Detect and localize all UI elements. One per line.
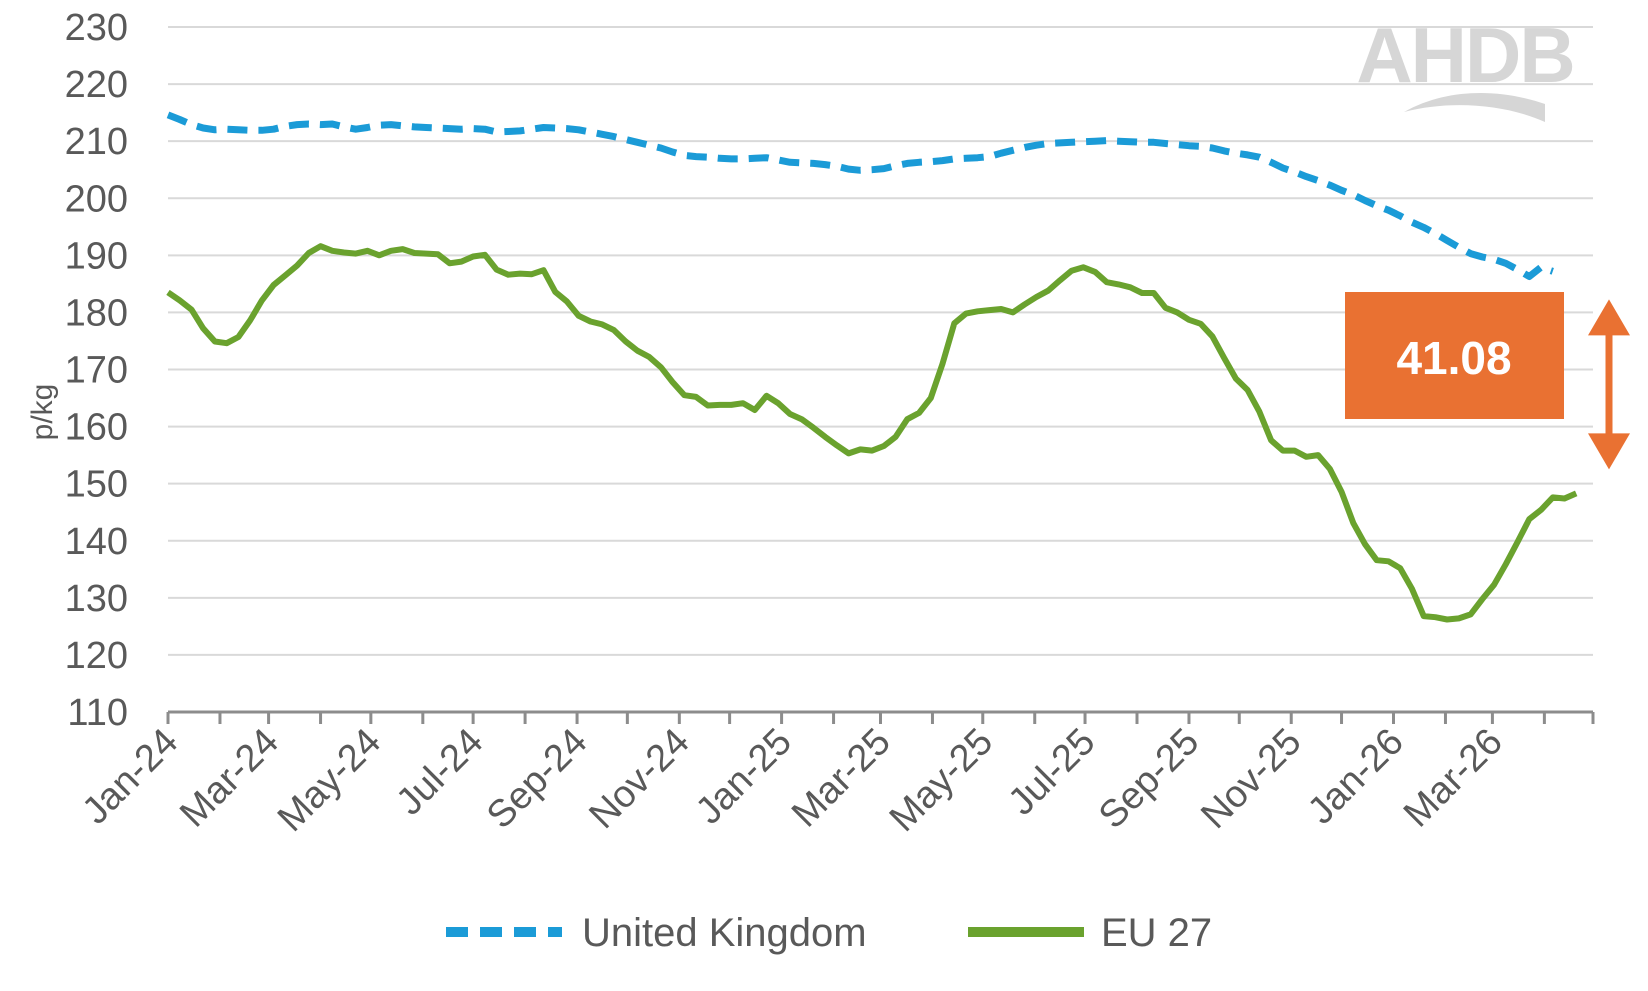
y-tick-label: 230 — [65, 7, 128, 49]
logo-swoosh — [1404, 92, 1545, 122]
x-tick-label: May-25 — [882, 721, 1001, 840]
x-tick-label: Jul-25 — [1001, 721, 1104, 824]
x-tick-label: Jan-25 — [688, 721, 800, 833]
x-tick-label: Jan-24 — [74, 721, 186, 833]
series-line-eu-27 — [166, 243, 1578, 623]
y-tick-label: 130 — [65, 578, 128, 620]
gap-annotation: 41.08 — [1345, 292, 1630, 470]
x-axis — [166, 710, 1595, 724]
x-tick-label: Nov-24 — [581, 721, 697, 837]
y-tick-label: 160 — [65, 407, 128, 449]
gap-arrow-head-down — [1588, 433, 1630, 470]
y-tick-label: 140 — [65, 521, 128, 563]
x-tick-label: Sep-25 — [1091, 721, 1207, 837]
x-tick-label: Nov-25 — [1193, 721, 1309, 837]
gap-arrow-head-up — [1588, 299, 1630, 336]
y-tick-label: 180 — [65, 292, 128, 334]
legend-label-united-kingdom: United Kingdom — [582, 911, 867, 955]
y-axis-label: p/kg — [26, 384, 59, 441]
y-tick-label: 150 — [65, 464, 128, 506]
logo-text: AHDB — [1356, 11, 1573, 99]
y-tick-label: 190 — [65, 235, 128, 277]
x-tick-label: Sep-24 — [479, 721, 595, 837]
x-tick-label: Mar-25 — [784, 721, 899, 836]
gap-value-badge — [1345, 292, 1564, 419]
y-tick-label: 220 — [65, 64, 128, 106]
legend-label-eu-27: EU 27 — [1101, 911, 1212, 955]
y-tick-label: 120 — [65, 635, 128, 677]
series-line-united-kingdom — [166, 111, 1554, 280]
legend: United Kingdom EU 27 — [446, 911, 1212, 955]
y-tick-labels: 110 120 130 140 150 160 170 180 190 200 210 220 230 — [65, 7, 128, 734]
x-tick-label: Jul-24 — [389, 721, 492, 824]
y-tick-label: 110 — [67, 692, 128, 734]
y-tick-label: 200 — [65, 178, 128, 220]
y-tick-label: 210 — [65, 121, 128, 163]
y-tick-label: 170 — [65, 350, 128, 392]
gap-value-text: 41.08 — [1396, 332, 1511, 384]
series-layer — [166, 111, 1578, 623]
x-tick-label: Mar-24 — [172, 721, 287, 836]
gridlines — [168, 26, 1593, 656]
x-tick-label: May-24 — [270, 721, 389, 840]
x-tick-label: Jan-26 — [1300, 721, 1412, 833]
x-tick-label: Mar-26 — [1396, 721, 1511, 836]
ahdb-logo: AHDB — [1356, 11, 1576, 122]
